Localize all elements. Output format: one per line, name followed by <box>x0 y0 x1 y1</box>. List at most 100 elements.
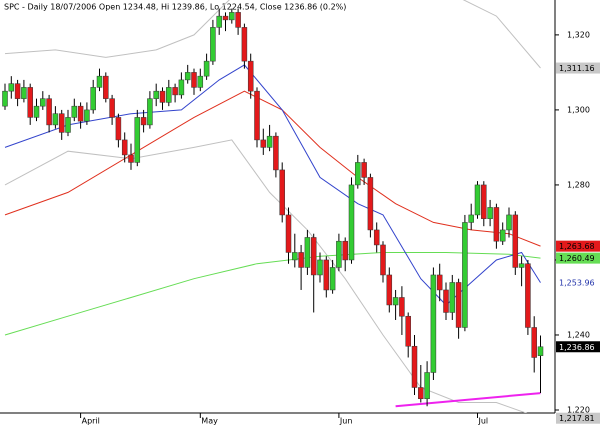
candle-body <box>487 207 493 219</box>
x-tick-label: Jul <box>478 417 489 426</box>
candle-body <box>292 252 298 261</box>
candle-body <box>430 274 437 373</box>
candle-body <box>178 79 185 96</box>
candle-body <box>279 169 285 216</box>
candle-body <box>285 214 292 253</box>
candle-body <box>184 72 191 81</box>
candle-body <box>355 162 361 186</box>
candle-body <box>58 113 65 133</box>
candle-body <box>449 282 456 313</box>
price-label-box <box>556 277 600 289</box>
candle-body <box>27 87 33 118</box>
candle-body <box>260 139 267 148</box>
candle-body <box>531 327 537 358</box>
candle-body <box>166 87 172 103</box>
price-label: 1,253.96 <box>559 279 595 288</box>
candle-body <box>481 184 487 219</box>
candle-body <box>84 109 90 122</box>
plot-area <box>2 0 544 413</box>
price-label: 1,260.49 <box>559 254 595 263</box>
price-label: 1,236.86 <box>559 343 595 352</box>
candle-body <box>128 154 134 163</box>
candle-body <box>172 87 178 96</box>
candle-body <box>493 207 500 242</box>
candle-body <box>443 289 449 313</box>
candle-body <box>71 105 78 118</box>
candle-body <box>506 214 512 231</box>
candle-body <box>405 315 411 347</box>
price-label-box <box>556 252 600 264</box>
price-label: 1,217.81 <box>559 414 595 423</box>
candle-body <box>317 259 323 276</box>
candle-body <box>499 229 506 242</box>
candle-body <box>8 83 15 92</box>
x-tick-label: April <box>82 417 100 426</box>
candle-body <box>462 222 468 328</box>
candle-body <box>159 90 166 103</box>
candle-body <box>455 282 462 328</box>
candle-body <box>411 345 418 388</box>
candle-body <box>254 90 260 141</box>
price-label-box <box>556 341 600 353</box>
candle-body <box>367 177 374 231</box>
price-label-box <box>556 240 600 252</box>
candle-body <box>399 297 405 317</box>
candle-body <box>216 15 222 28</box>
candle-body <box>134 117 141 163</box>
chart-title: SPC - Daily 18/07/2006 Open 1234.48, Hi … <box>4 3 346 12</box>
candle-body <box>304 237 311 268</box>
candle-body <box>436 274 443 291</box>
price-label: 1,263.68 <box>559 242 595 251</box>
candle-body <box>537 346 544 356</box>
candle-body <box>153 90 159 99</box>
candle-body <box>65 117 71 133</box>
candle-body <box>361 162 367 178</box>
candle-body <box>266 135 273 148</box>
candle-body <box>21 87 27 99</box>
indicator-line <box>395 392 541 408</box>
candle-body <box>77 105 84 122</box>
candle-body <box>424 372 430 399</box>
candle-body <box>121 139 128 156</box>
candle-body <box>273 135 279 171</box>
y-tick-label: 1,300 <box>567 105 590 114</box>
candle-body <box>90 87 96 111</box>
candle-body <box>512 214 519 268</box>
candle-body <box>2 90 8 107</box>
candle-body <box>329 267 336 291</box>
candle-body <box>109 98 115 118</box>
candle-body <box>115 117 122 141</box>
candle-body <box>191 72 197 88</box>
candle-body <box>222 15 229 21</box>
candle-body <box>203 60 210 77</box>
indicator-line <box>4 64 541 306</box>
candle-body <box>474 184 481 216</box>
candle-body <box>298 252 304 268</box>
candle-body <box>210 27 216 62</box>
price-label-box <box>556 412 600 424</box>
x-tick-label: Jun <box>339 417 353 426</box>
candle-body <box>468 214 474 223</box>
candle-body <box>14 83 21 99</box>
candle-body <box>418 387 424 399</box>
indicator-line <box>4 0 541 69</box>
candle-body <box>241 27 248 62</box>
candle-body <box>348 184 355 261</box>
candle-body <box>342 240 348 261</box>
price-label-box <box>556 62 600 74</box>
candle-body <box>229 12 235 21</box>
candle-body <box>525 263 531 328</box>
candle-body <box>247 60 254 92</box>
candle-body <box>40 98 46 107</box>
y-tick-label: 1,240 <box>567 330 590 339</box>
candle-body <box>310 237 317 276</box>
candle-body <box>46 98 52 126</box>
candle-body <box>140 117 147 126</box>
candle-body <box>380 244 386 276</box>
price-label: 1,311.16 <box>559 64 595 73</box>
candle-body <box>147 98 153 126</box>
candle-body <box>392 297 399 306</box>
candle-body <box>336 240 342 268</box>
